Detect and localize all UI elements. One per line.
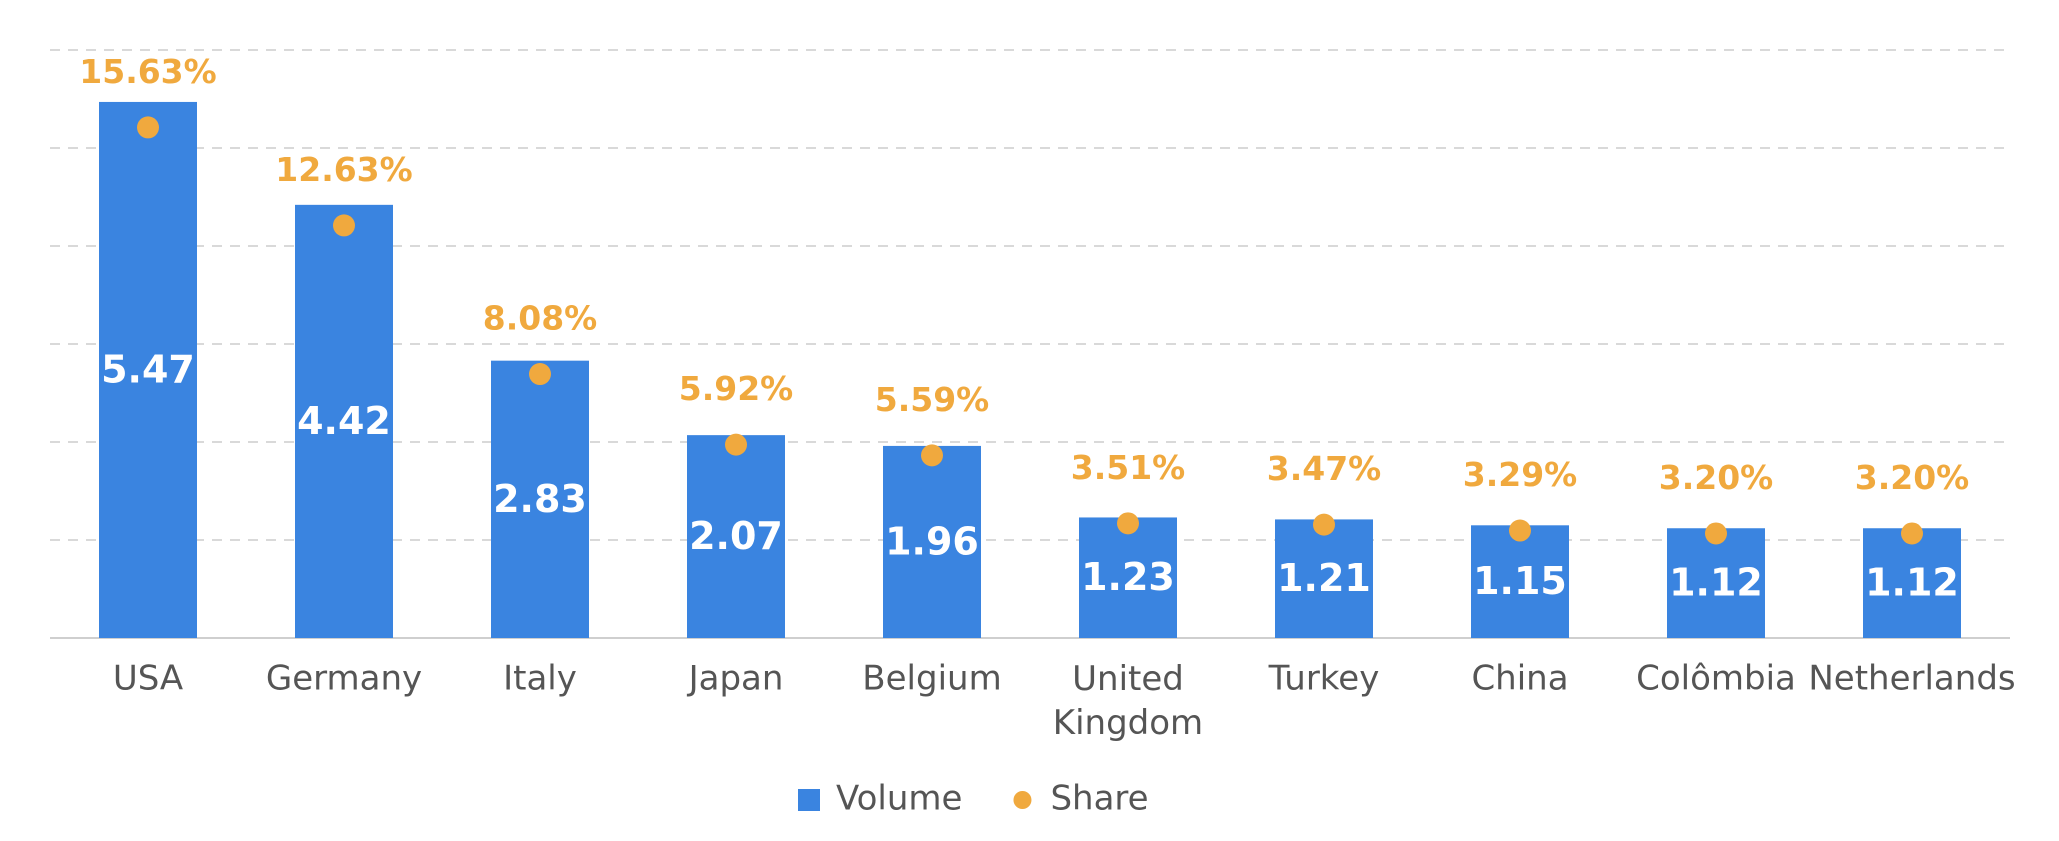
- share-dot: [921, 444, 943, 467]
- x-tick-label: Turkey: [1268, 659, 1380, 699]
- share-dot: [1509, 519, 1531, 542]
- share-value-label: 5.59%: [875, 380, 990, 419]
- legend-label: Share: [1050, 779, 1148, 819]
- share-value-label: 3.47%: [1267, 449, 1382, 488]
- bar: [295, 204, 393, 638]
- share-dot: [137, 116, 159, 139]
- bar: [1079, 517, 1177, 638]
- share-value-label: 3.29%: [1463, 455, 1578, 494]
- bar-value-label: 2.83: [493, 477, 587, 521]
- bar: [687, 435, 785, 638]
- bar-value-label: 1.12: [1865, 561, 1959, 605]
- bar-value-label: 1.15: [1473, 559, 1567, 603]
- share-dot: [1313, 513, 1335, 536]
- bar: [883, 445, 981, 638]
- share-dot: [1901, 522, 1923, 545]
- bar-value-label: 1.12: [1669, 561, 1763, 605]
- x-tick-label: United Kingdom: [1053, 659, 1203, 743]
- x-tick-label: Germany: [266, 659, 422, 699]
- share-value-label: 15.63%: [79, 52, 216, 91]
- share-dot: [725, 433, 747, 456]
- bar-value-label: 1.23: [1081, 555, 1175, 599]
- share-dot: [1705, 522, 1727, 545]
- share-value-label: 3.20%: [1659, 458, 1774, 497]
- bar-value-label: 1.96: [885, 519, 979, 563]
- x-tick-label: Italy: [503, 659, 577, 699]
- legend-swatch: [1013, 791, 1032, 809]
- bar: [1275, 519, 1373, 638]
- bar-value-label: 2.07: [689, 514, 783, 558]
- share-dot: [333, 214, 355, 237]
- bar: [1471, 525, 1569, 638]
- x-tick-label: Colômbia: [1636, 659, 1796, 699]
- legend-swatch: [798, 789, 820, 811]
- share-dot: [1117, 512, 1139, 535]
- share-value-label: 3.51%: [1071, 448, 1186, 487]
- share-dot: [529, 363, 551, 386]
- x-tick-label: Japan: [687, 659, 784, 699]
- x-tick-label: China: [1471, 659, 1568, 699]
- x-tick-label: USA: [113, 659, 183, 699]
- share-value-label: 3.20%: [1855, 458, 1970, 497]
- bar: [491, 360, 589, 638]
- bar: [1667, 528, 1765, 638]
- x-tick-label: Belgium: [862, 659, 1001, 699]
- legend-label: Volume: [836, 779, 962, 819]
- x-tick-label: Netherlands: [1808, 659, 2015, 699]
- bar-value-label: 4.42: [297, 399, 391, 443]
- bar: [1863, 528, 1961, 638]
- bar: [99, 101, 197, 638]
- share-value-label: 8.08%: [483, 299, 598, 338]
- share-value-label: 5.92%: [679, 369, 794, 408]
- bar-value-label: 1.21: [1277, 556, 1371, 600]
- bar-value-label: 5.47: [101, 347, 195, 391]
- share-value-label: 12.63%: [275, 150, 412, 189]
